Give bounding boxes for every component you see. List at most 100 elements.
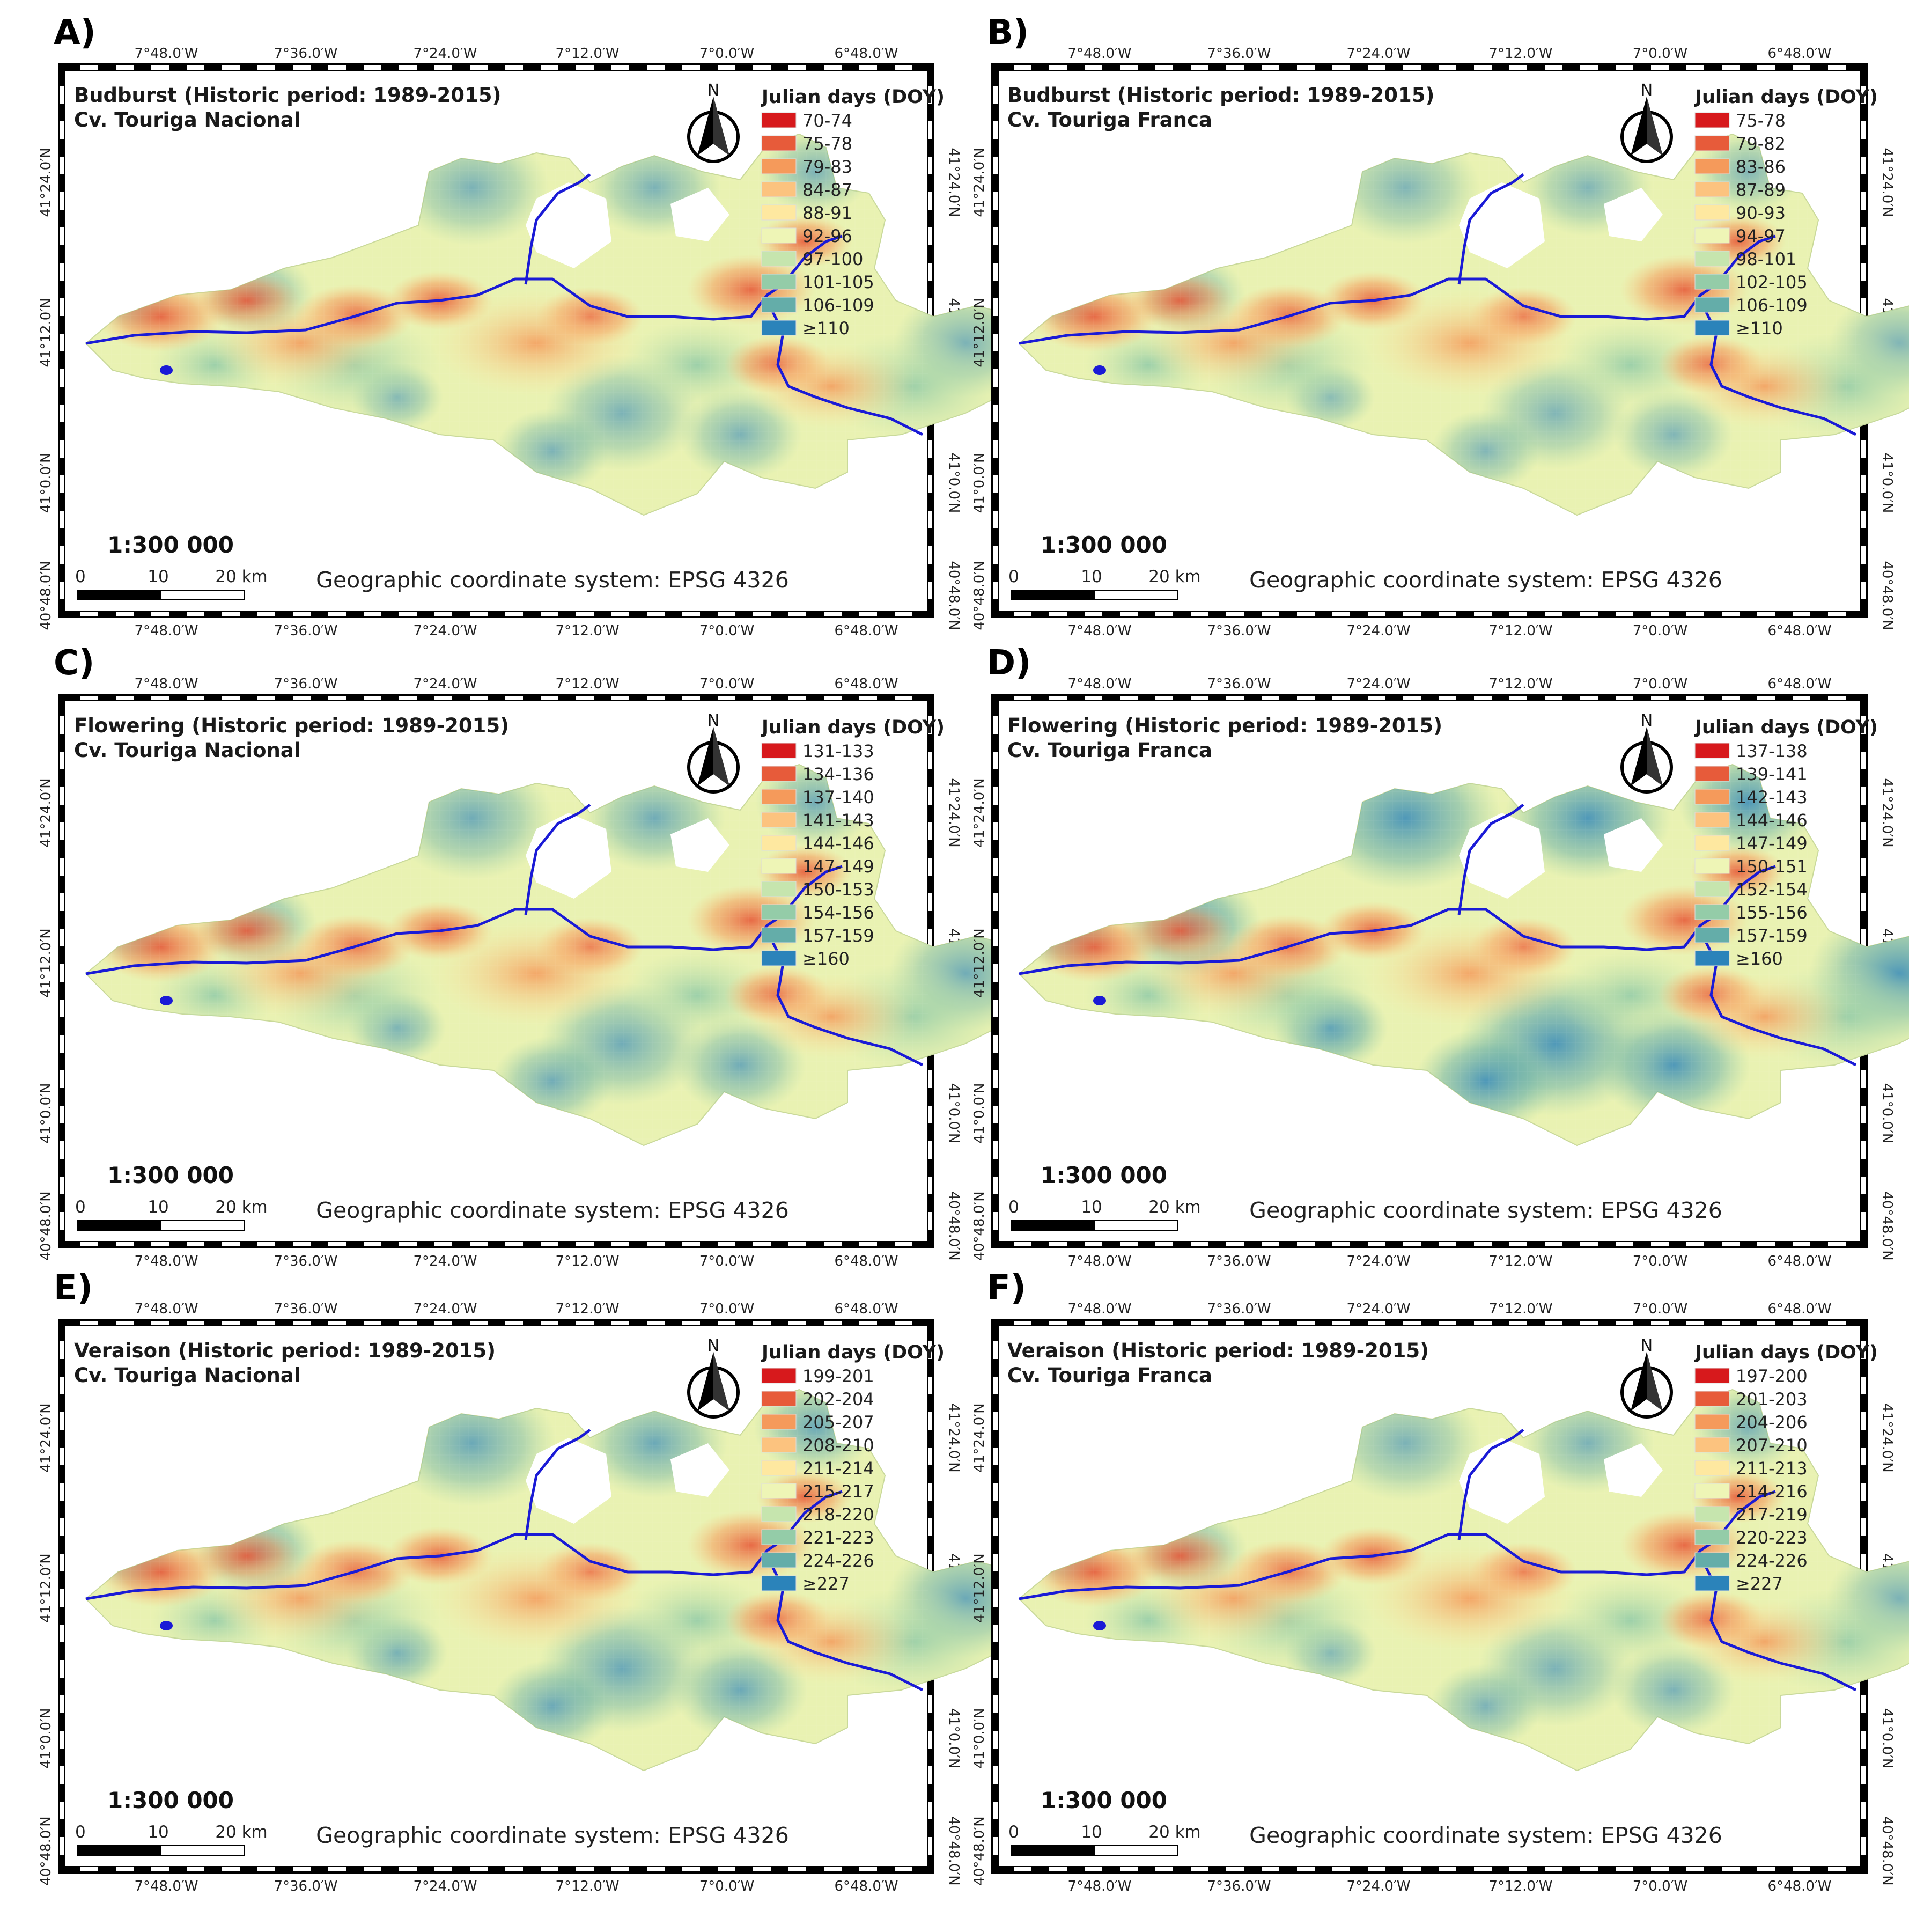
- legend-swatch: [1694, 112, 1730, 128]
- border-segment: [116, 1867, 134, 1871]
- border-segment: [788, 1867, 806, 1871]
- lon-tick-label-bottom: 6°48.0′W: [834, 1878, 898, 1894]
- panel-letter: F): [987, 1268, 1026, 1308]
- legend-swatch: [761, 881, 797, 897]
- border-segment: [993, 1341, 998, 1359]
- legend-swatch: [761, 320, 797, 336]
- lon-tick-label-top: 7°12.0′W: [555, 1301, 619, 1317]
- legend: Julian days (DOY) 197-200 201-203 204-20620…: [1694, 1342, 1878, 1594]
- legend-item-label: ≥227: [1736, 1574, 1783, 1594]
- border-segment: [1085, 1867, 1102, 1871]
- border-segment: [1439, 612, 1456, 616]
- scale-bar-label: 0: [75, 1198, 86, 1217]
- border-segment: [1262, 1242, 1279, 1246]
- scale-bar: 0 10 20 km: [1008, 1823, 1201, 1856]
- legend: Julian days (DOY) 137-138 139-141 142-143 14…: [1694, 717, 1878, 969]
- border-segment: [1861, 1141, 1866, 1159]
- border-segment: [470, 1867, 488, 1871]
- border-segment: [505, 1242, 523, 1246]
- border-segment: [993, 1802, 998, 1819]
- legend-item-label: 94-97: [1736, 226, 1786, 246]
- border-segment: [60, 1483, 64, 1501]
- border-segment: [60, 1766, 64, 1784]
- border-segment: [993, 475, 998, 493]
- scale-bar-label: 20 km: [215, 1823, 267, 1842]
- border-segment: [60, 1000, 64, 1017]
- border-segment: [993, 582, 998, 599]
- cultivar-label: Cv. Touriga Franca: [1007, 1364, 1212, 1387]
- legend-swatch: [1694, 1391, 1730, 1407]
- legend-title: Julian days (DOY): [761, 1342, 945, 1363]
- legend-swatch: [1694, 227, 1730, 244]
- map-scale: 1:300 000: [1041, 1162, 1167, 1188]
- border-segment: [1616, 1867, 1633, 1871]
- border-segment: [928, 929, 932, 946]
- lon-tick-label-top: 7°36.0′W: [1207, 46, 1271, 62]
- legend-item-label: 101-105: [802, 272, 874, 292]
- lat-tick-label-right: 41°24.0′N: [946, 778, 962, 847]
- border-segment: [1861, 298, 1866, 316]
- border-segment: [541, 1321, 558, 1325]
- frame-border-top: [992, 64, 1867, 71]
- map-title: Veraison (Historic period: 1989-2015): [1007, 1339, 1429, 1362]
- border-segment: [928, 1802, 932, 1819]
- border-segment: [928, 298, 932, 316]
- border-segment: [1297, 612, 1315, 616]
- legend-item-label: 102-105: [1736, 272, 1808, 292]
- north-arrow-shade: [1647, 727, 1663, 786]
- border-segment: [187, 1242, 204, 1246]
- border-segment: [928, 822, 932, 840]
- border-segment: [151, 65, 169, 70]
- north-arrow-shade: [1647, 1352, 1663, 1411]
- border-segment: [1191, 1867, 1208, 1871]
- scale-bar-label: 0: [75, 567, 86, 586]
- border-segment: [293, 696, 311, 700]
- legend-swatch: [1694, 1529, 1730, 1545]
- border-segment: [1861, 86, 1866, 104]
- border-segment: [505, 1321, 523, 1325]
- border-segment: [1722, 65, 1740, 70]
- lat-tick-label-left: 41°24.0′N: [971, 148, 987, 217]
- coordinate-system-note: Geographic coordinate system: EPSG 4326: [1249, 1198, 1722, 1223]
- legend-item-label: 147-149: [802, 856, 874, 877]
- lat-tick-label-left: 41°24.0′N: [971, 1403, 987, 1472]
- border-segment: [993, 716, 998, 734]
- lat-tick-label-right: 40°48.0′N: [1879, 1816, 1895, 1885]
- legend-swatch: [1694, 1368, 1730, 1384]
- scale-bar-label: 10: [1081, 567, 1102, 586]
- border-segment: [1474, 696, 1492, 700]
- lon-tick-label-bottom: 7°12.0′W: [555, 623, 619, 639]
- legend-swatch: [761, 297, 797, 313]
- legend-swatch: [761, 927, 797, 943]
- border-segment: [993, 227, 998, 245]
- map-scale: 1:300 000: [1041, 1787, 1167, 1813]
- panel-letter: C): [54, 643, 94, 683]
- border-segment: [1509, 1321, 1527, 1325]
- lon-tick-label-bottom: 7°24.0′W: [1346, 1253, 1410, 1269]
- border-segment: [859, 1242, 877, 1246]
- border-segment: [257, 1321, 275, 1325]
- border-segment: [993, 822, 998, 840]
- legend-swatch: [761, 950, 797, 966]
- border-segment: [470, 1242, 488, 1246]
- legend-item-label: 75-78: [802, 134, 852, 154]
- border-segment: [753, 65, 771, 70]
- border-segment: [1861, 716, 1866, 734]
- border-segment: [895, 696, 912, 700]
- frame-border-top: [992, 695, 1867, 701]
- border-segment: [788, 1321, 806, 1325]
- legend-swatch: [1694, 789, 1730, 805]
- border-segment: [1191, 65, 1208, 70]
- map-panel: E) 7°48.0′W 7°48.0′W 7°36.0′W 7°36.0′W 7°24.0…: [38, 1268, 1052, 1894]
- border-segment: [1509, 1867, 1527, 1871]
- border-segment: [1861, 546, 1866, 564]
- border-segment: [1226, 1867, 1244, 1871]
- border-segment: [1368, 1242, 1385, 1246]
- border-segment: [1651, 1321, 1669, 1325]
- north-label: N: [1641, 711, 1653, 730]
- lon-tick-label-top: 7°0.0′W: [1633, 1301, 1688, 1317]
- border-segment: [1828, 1242, 1846, 1246]
- lon-tick-label-bottom: 7°24.0′W: [1346, 623, 1410, 639]
- border-segment: [1651, 1867, 1669, 1871]
- border-segment: [1368, 696, 1385, 700]
